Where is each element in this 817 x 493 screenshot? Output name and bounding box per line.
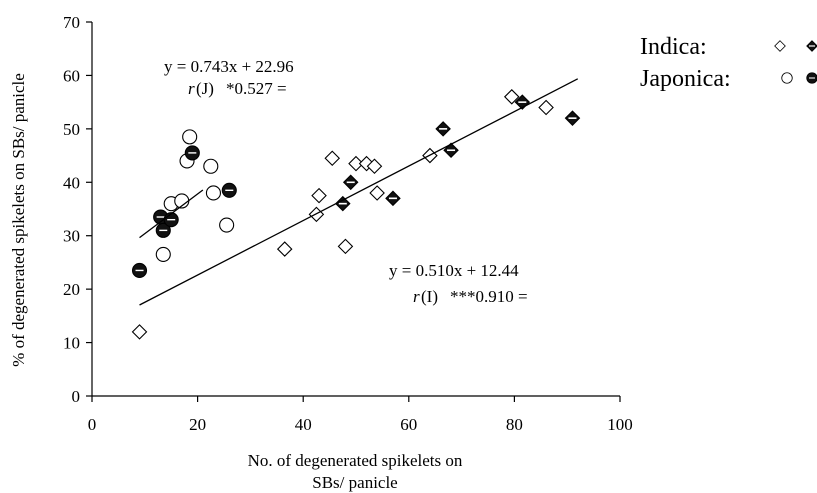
x-axis-title-line1: No. of degenerated spikelets on [248, 451, 463, 470]
indica-r-symbol: r [413, 287, 420, 306]
x-tick-label: 40 [295, 415, 312, 434]
x-tick-label: 100 [607, 415, 633, 434]
x-axis-title-line2: SBs/ panicle [312, 473, 397, 492]
indica-open-point [348, 155, 364, 172]
japonica-equation: y = 0.743x + 22.96 [164, 57, 294, 76]
japonica-filled-point [221, 182, 237, 198]
x-tick-label: 60 [400, 415, 417, 434]
japonica-filled-point [163, 212, 179, 228]
japonica-open-point [155, 246, 171, 262]
japonica-filled-point [155, 222, 171, 238]
japonica-open-point [182, 129, 198, 145]
indica-open-point [131, 324, 148, 340]
legend-indica-open-marker [774, 40, 786, 52]
indica-open-point [337, 238, 354, 255]
japonica-regression-line [139, 189, 204, 239]
japonica-open-point [219, 217, 235, 233]
indica-open-point [276, 241, 293, 257]
legend-markers [774, 40, 817, 84]
indica-filled-point [435, 121, 451, 137]
legend-label-indica: Indica: [640, 34, 707, 60]
indica-open-point [503, 89, 520, 105]
legend: Indica: Japonica: [640, 34, 817, 92]
indica-filled-point [385, 190, 401, 207]
y-tick-label: 30 [63, 227, 80, 246]
y-tick-label: 0 [72, 387, 81, 406]
data-markers [131, 89, 581, 340]
legend-indica-filled-marker [806, 40, 817, 52]
y-tick-label: 70 [63, 13, 80, 32]
indica-equation: y = 0.510x + 12.44 [389, 261, 519, 280]
y-tick-label: 50 [63, 120, 80, 139]
legend-label-japonica: Japonica: [640, 66, 731, 92]
indica-filled-point [342, 174, 359, 191]
indica-filled-point [564, 110, 581, 126]
indica-open-point [538, 99, 554, 116]
x-tick-label: 20 [189, 415, 206, 434]
japonica-r-symbol: r [188, 79, 195, 98]
indica-filled-point [443, 142, 459, 159]
indica-open-point [324, 150, 341, 167]
indica-r-value: ***0.910 = [450, 287, 528, 306]
indica-regression-line [139, 78, 579, 306]
x-tick-label: 80 [506, 415, 523, 434]
japonica-open-point [203, 158, 219, 174]
axes: 0 10 20 30 40 50 60 70 0 20 40 60 80 100 [63, 13, 633, 434]
y-tick-label: 40 [63, 173, 80, 192]
y-tick-label: 20 [63, 280, 80, 299]
japonica-filled-point [184, 145, 200, 161]
legend-japonica-filled-marker [806, 72, 817, 84]
japonica-r-value: *0.527 = [226, 79, 287, 98]
indica-open-point [369, 185, 385, 201]
regression-lines [139, 78, 579, 306]
y-tick-label: 60 [63, 66, 80, 85]
indica-r-group: (I) [421, 287, 438, 306]
y-axis-title: % of degenerated spikelets on SBs/ panic… [9, 73, 28, 367]
legend-japonica-open-marker [781, 72, 793, 84]
japonica-open-point [205, 185, 221, 201]
japonica-r-group: (J) [196, 79, 214, 98]
indica-filled-point [335, 195, 351, 212]
x-tick-label: 0 [88, 415, 97, 434]
y-tick-label: 10 [63, 334, 80, 353]
japonica-filled-point [131, 262, 148, 278]
indica-open-point [366, 158, 383, 175]
indica-open-point [311, 187, 327, 204]
